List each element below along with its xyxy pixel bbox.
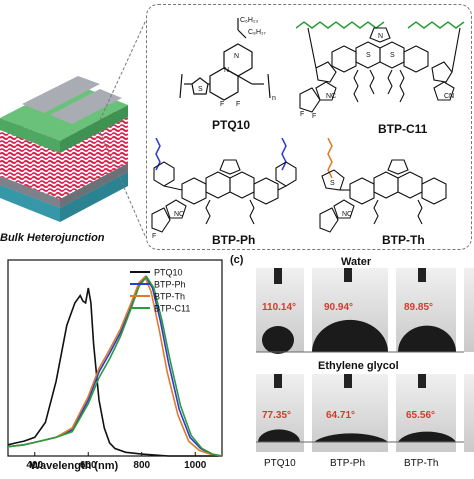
chart-frame [7,259,223,457]
x-tick-label: 1000 [184,460,207,471]
btp-c11-label: BTP-C11 [378,122,428,136]
water-photo-extra [464,268,474,352]
btp-th-label: BTP-Th [382,233,425,247]
legend-label: PTQ10 [154,268,183,278]
legend-label: BTP-C11 [154,304,190,314]
ptq10-structure: C₆H₁₃ C₈H₁₇ N N S F F n [179,17,276,108]
eg-angle-btp-ph: 64.71° [326,410,356,421]
device-stack-illustration [0,76,128,222]
btp-c11-structure: N S S NC CN F F [296,21,465,120]
svg-text:F: F [236,101,240,108]
svg-text:F: F [300,111,304,118]
bulk-heterojunction-label: Bulk Heterojunction [0,232,105,244]
series-line-btp-c11 [7,275,223,457]
droplet-illustrations [256,268,464,443]
svg-text:NC: NC [174,211,184,218]
svg-text:NC: NC [342,211,352,218]
water-angle-btp-th: 89.85° [404,302,434,313]
svg-text:F: F [220,101,224,108]
absorption-chart-svg: 400 600 800 1000 PTQ10 BTP-Ph BTP-Th BTP-C11 [7,259,223,471]
svg-text:F: F [312,113,316,120]
eg-angle-ptq10: 77.35° [262,410,292,421]
chart-x-axis-label: Wavelength (nm) [30,460,119,472]
x-tick-label: 600 [80,460,97,471]
water-angle-ptq10: 110.14° [262,302,297,313]
x-tick-label: 400 [26,460,43,471]
device-schematic [0,0,140,230]
btp-ph-structure: NC F [151,138,297,238]
eg-photo-extra [464,374,474,452]
btp-ph-label: BTP-Ph [212,233,256,247]
svg-text:NC: NC [326,93,336,100]
panel-c-letter: (c) [230,254,244,266]
x-tick-label: 800 [133,460,150,471]
legend-label: BTP-Ph [154,280,186,290]
water-angle-btp-ph: 90.94° [324,302,354,313]
column-label-btp-th: BTP-Th [404,458,439,469]
svg-text:S: S [366,52,371,59]
legend-label: BTP-Th [154,292,185,302]
svg-text:S: S [198,86,203,93]
molecule-panel [146,4,472,250]
svg-text:N: N [224,67,229,74]
svg-text:S: S [390,52,395,59]
ethylene-glycol-title: Ethylene glycol [318,360,399,372]
water-title: Water [341,256,372,268]
absorption-chart: 400 600 800 1000 PTQ10 BTP-Ph BTP-Th BTP-C11 [0,252,226,474]
eg-angle-btp-th: 65.56° [406,410,436,421]
column-label-btp-ph: BTP-Ph [330,458,366,469]
column-label-ptq10: PTQ10 [264,458,296,469]
svg-text:F: F [152,233,156,238]
svg-text:N: N [378,33,383,40]
ptq10-label: PTQ10 [212,118,251,132]
svg-text:C₈H₁₇: C₈H₁₇ [248,29,266,36]
svg-text:N: N [234,53,239,60]
connector-lines [100,20,147,239]
series-line-ptq10 [7,287,222,457]
btp-th-structure: S NC [319,138,447,233]
svg-text:C₆H₁₃: C₆H₁₃ [240,17,258,24]
svg-text:CN: CN [444,93,454,100]
svg-text:n: n [272,95,276,102]
svg-text:S: S [330,180,335,187]
